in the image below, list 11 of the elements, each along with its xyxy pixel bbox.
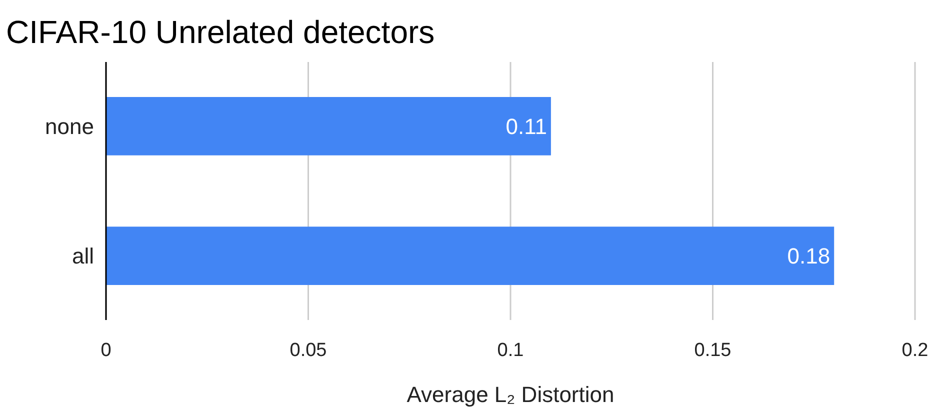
chart-title: CIFAR-10 Unrelated detectors xyxy=(6,14,435,50)
x-tick-label: 0.1 xyxy=(497,340,524,361)
data-label: 0.11 xyxy=(506,114,547,139)
data-label: 0.18 xyxy=(787,244,830,269)
y-tick-label: all xyxy=(72,244,94,269)
y-tick-label: none xyxy=(45,114,94,139)
x-tick-label: 0 xyxy=(100,340,112,361)
x-axis-title: Average L₂ Distortion xyxy=(406,382,614,407)
x-tick-label: 0.15 xyxy=(694,340,732,361)
x-tick-label: 0.2 xyxy=(902,340,928,361)
x-tick-label: 0.05 xyxy=(290,340,327,361)
